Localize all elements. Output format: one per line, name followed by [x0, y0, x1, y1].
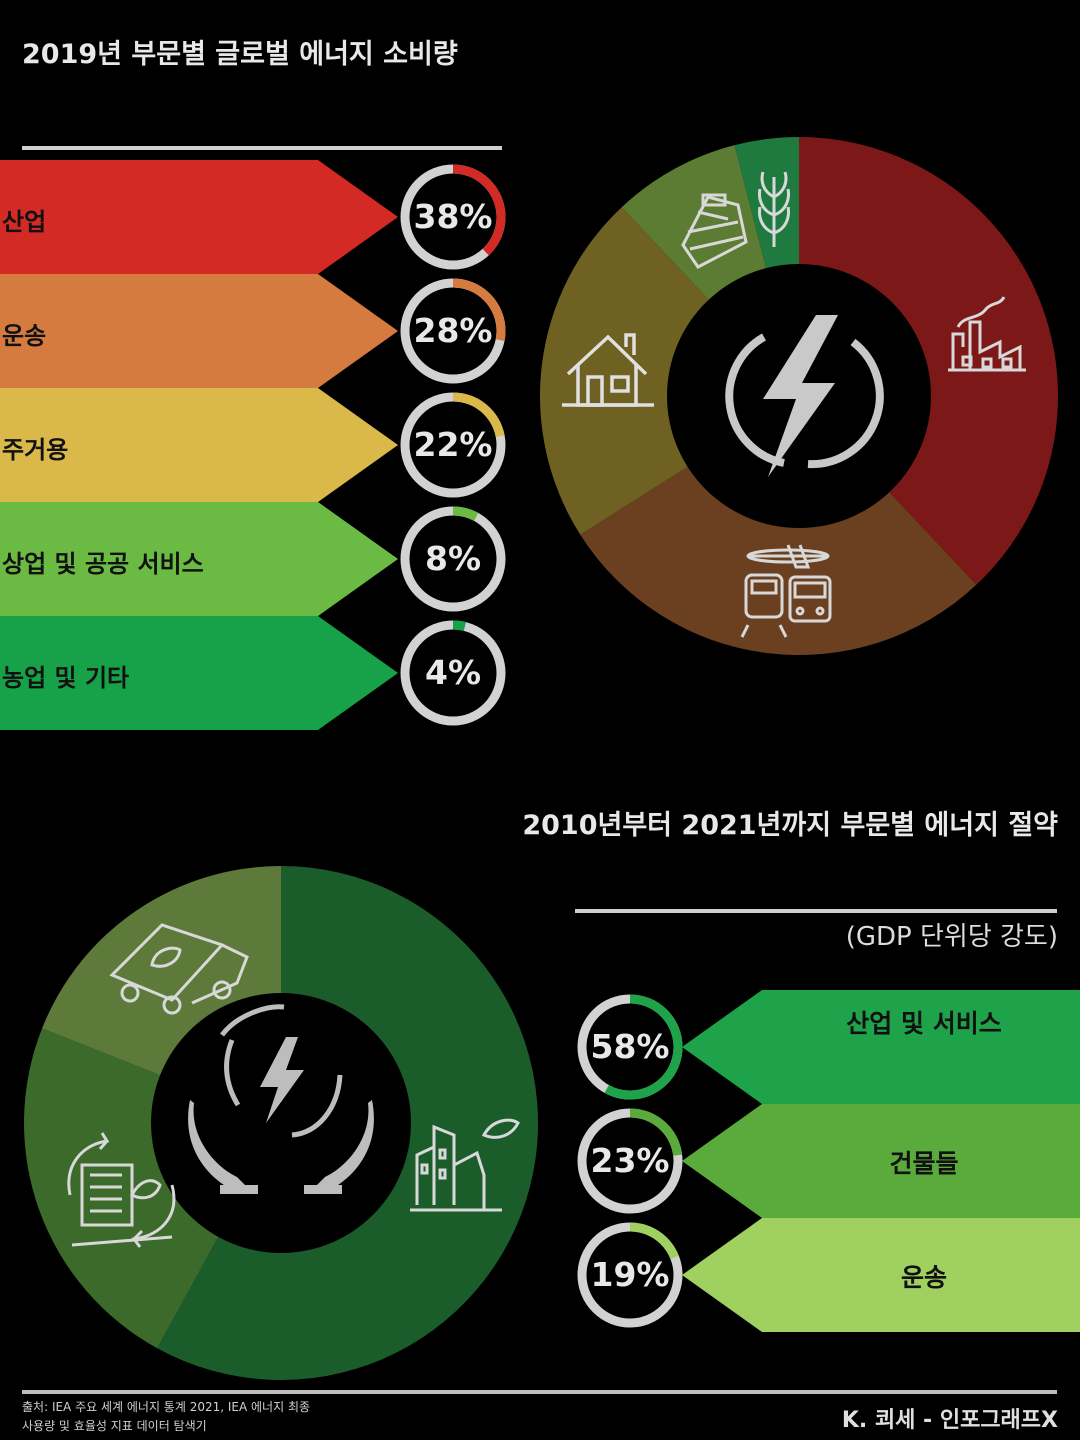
hands-energy-icon	[188, 1004, 374, 1194]
factory-icon	[948, 296, 1026, 372]
category-arrow: 주거용	[0, 388, 400, 502]
category-label: 건물들	[889, 1149, 959, 1178]
category-arrow: 운송	[682, 1218, 1080, 1332]
lightning-bolt	[763, 315, 838, 477]
category-arrow: 농업 및 기타	[0, 616, 400, 730]
percent-value: 58%	[590, 1027, 670, 1066]
percent-ring-gauge	[400, 278, 506, 384]
category-label: 산업	[2, 208, 47, 236]
percent-ring: 28%	[398, 276, 508, 386]
percent-ring-gauge-arc	[400, 278, 506, 384]
credit: K. 쾨세 - 인포그래프X	[841, 1408, 1058, 1433]
percent-ring-gauge	[400, 392, 506, 498]
percent-ring-gauge-arc	[400, 164, 506, 270]
percent-value: 23%	[590, 1141, 670, 1180]
recycling-building-icon	[67, 1132, 176, 1248]
category-arrow: 산업	[0, 160, 400, 274]
percent-ring-gauge-arc	[577, 994, 683, 1100]
category-arrow: 상업 및 공공 서비스	[0, 502, 400, 616]
title-rule-bottom	[575, 909, 1057, 913]
chart-title-savings: 2010년부터 2021년까지 부문별 에너지 절약	[522, 810, 1058, 841]
percent-ring: 58%	[575, 992, 685, 1102]
category-label: 주거용	[2, 436, 69, 464]
percent-ring: 22%	[398, 390, 508, 500]
percent-ring-gauge	[400, 164, 506, 270]
house-icon	[562, 333, 654, 407]
mall-icon	[681, 193, 748, 269]
category-label: 농업 및 기타	[2, 664, 130, 692]
savings-donut-chart	[24, 866, 538, 1380]
percent-ring: 19%	[575, 1220, 685, 1330]
category-label: 운송	[2, 322, 47, 350]
percent-ring-gauge	[577, 994, 683, 1100]
category-arrow: 건물들	[682, 1104, 1080, 1218]
consumption-donut-chart	[540, 137, 1058, 655]
footer-rule	[22, 1390, 1057, 1394]
source-line-1: 출처: IEA 주요 세계 에너지 통계 2021, IEA 에너지 최종	[22, 1400, 311, 1414]
wheat-icon	[758, 171, 790, 247]
chart-subtitle-savings: (GDP 단위당 강도)	[845, 922, 1058, 952]
source-line-2: 사용량 및 효율성 지표 데이터 탐색기	[22, 1419, 207, 1433]
percent-ring-gauge	[400, 506, 506, 612]
transport-icon	[740, 544, 832, 638]
percent-ring: 38%	[398, 162, 508, 272]
donut-slice	[799, 137, 1058, 585]
percent-ring-gauge-arc	[577, 1222, 683, 1328]
percent-ring-gauge	[577, 1108, 683, 1214]
percent-value: 8%	[424, 539, 482, 578]
percent-ring-gauge	[577, 1222, 683, 1328]
lightning-icon	[725, 333, 884, 469]
percent-value: 22%	[413, 425, 493, 464]
percent-value: 38%	[413, 197, 493, 236]
eco-truck-icon	[109, 923, 249, 1015]
percent-ring-gauge-arc	[577, 1108, 683, 1214]
category-label: 운송	[900, 1263, 947, 1292]
chart-title-consumption: 2019년 부문별 글로벌 에너지 소비량	[22, 39, 458, 70]
percent-ring: 8%	[398, 504, 508, 614]
title-rule-top	[22, 146, 502, 150]
category-arrow: 운송	[0, 274, 400, 388]
category-arrow: 산업 및 서비스	[682, 990, 1080, 1104]
percent-ring-gauge-arc	[400, 506, 506, 612]
percent-ring: 23%	[575, 1106, 685, 1216]
category-label: 산업 및 서비스	[846, 1009, 1002, 1038]
percent-ring-gauge-arc	[400, 620, 506, 726]
percent-ring: 4%	[398, 618, 508, 728]
category-label: 상업 및 공공 서비스	[2, 550, 204, 578]
percent-value: 28%	[413, 311, 493, 350]
green-city-icon	[410, 1118, 520, 1212]
percent-ring-gauge	[400, 620, 506, 726]
percent-ring-gauge-arc	[400, 392, 506, 498]
percent-value: 4%	[424, 653, 482, 692]
percent-value: 19%	[590, 1255, 670, 1294]
